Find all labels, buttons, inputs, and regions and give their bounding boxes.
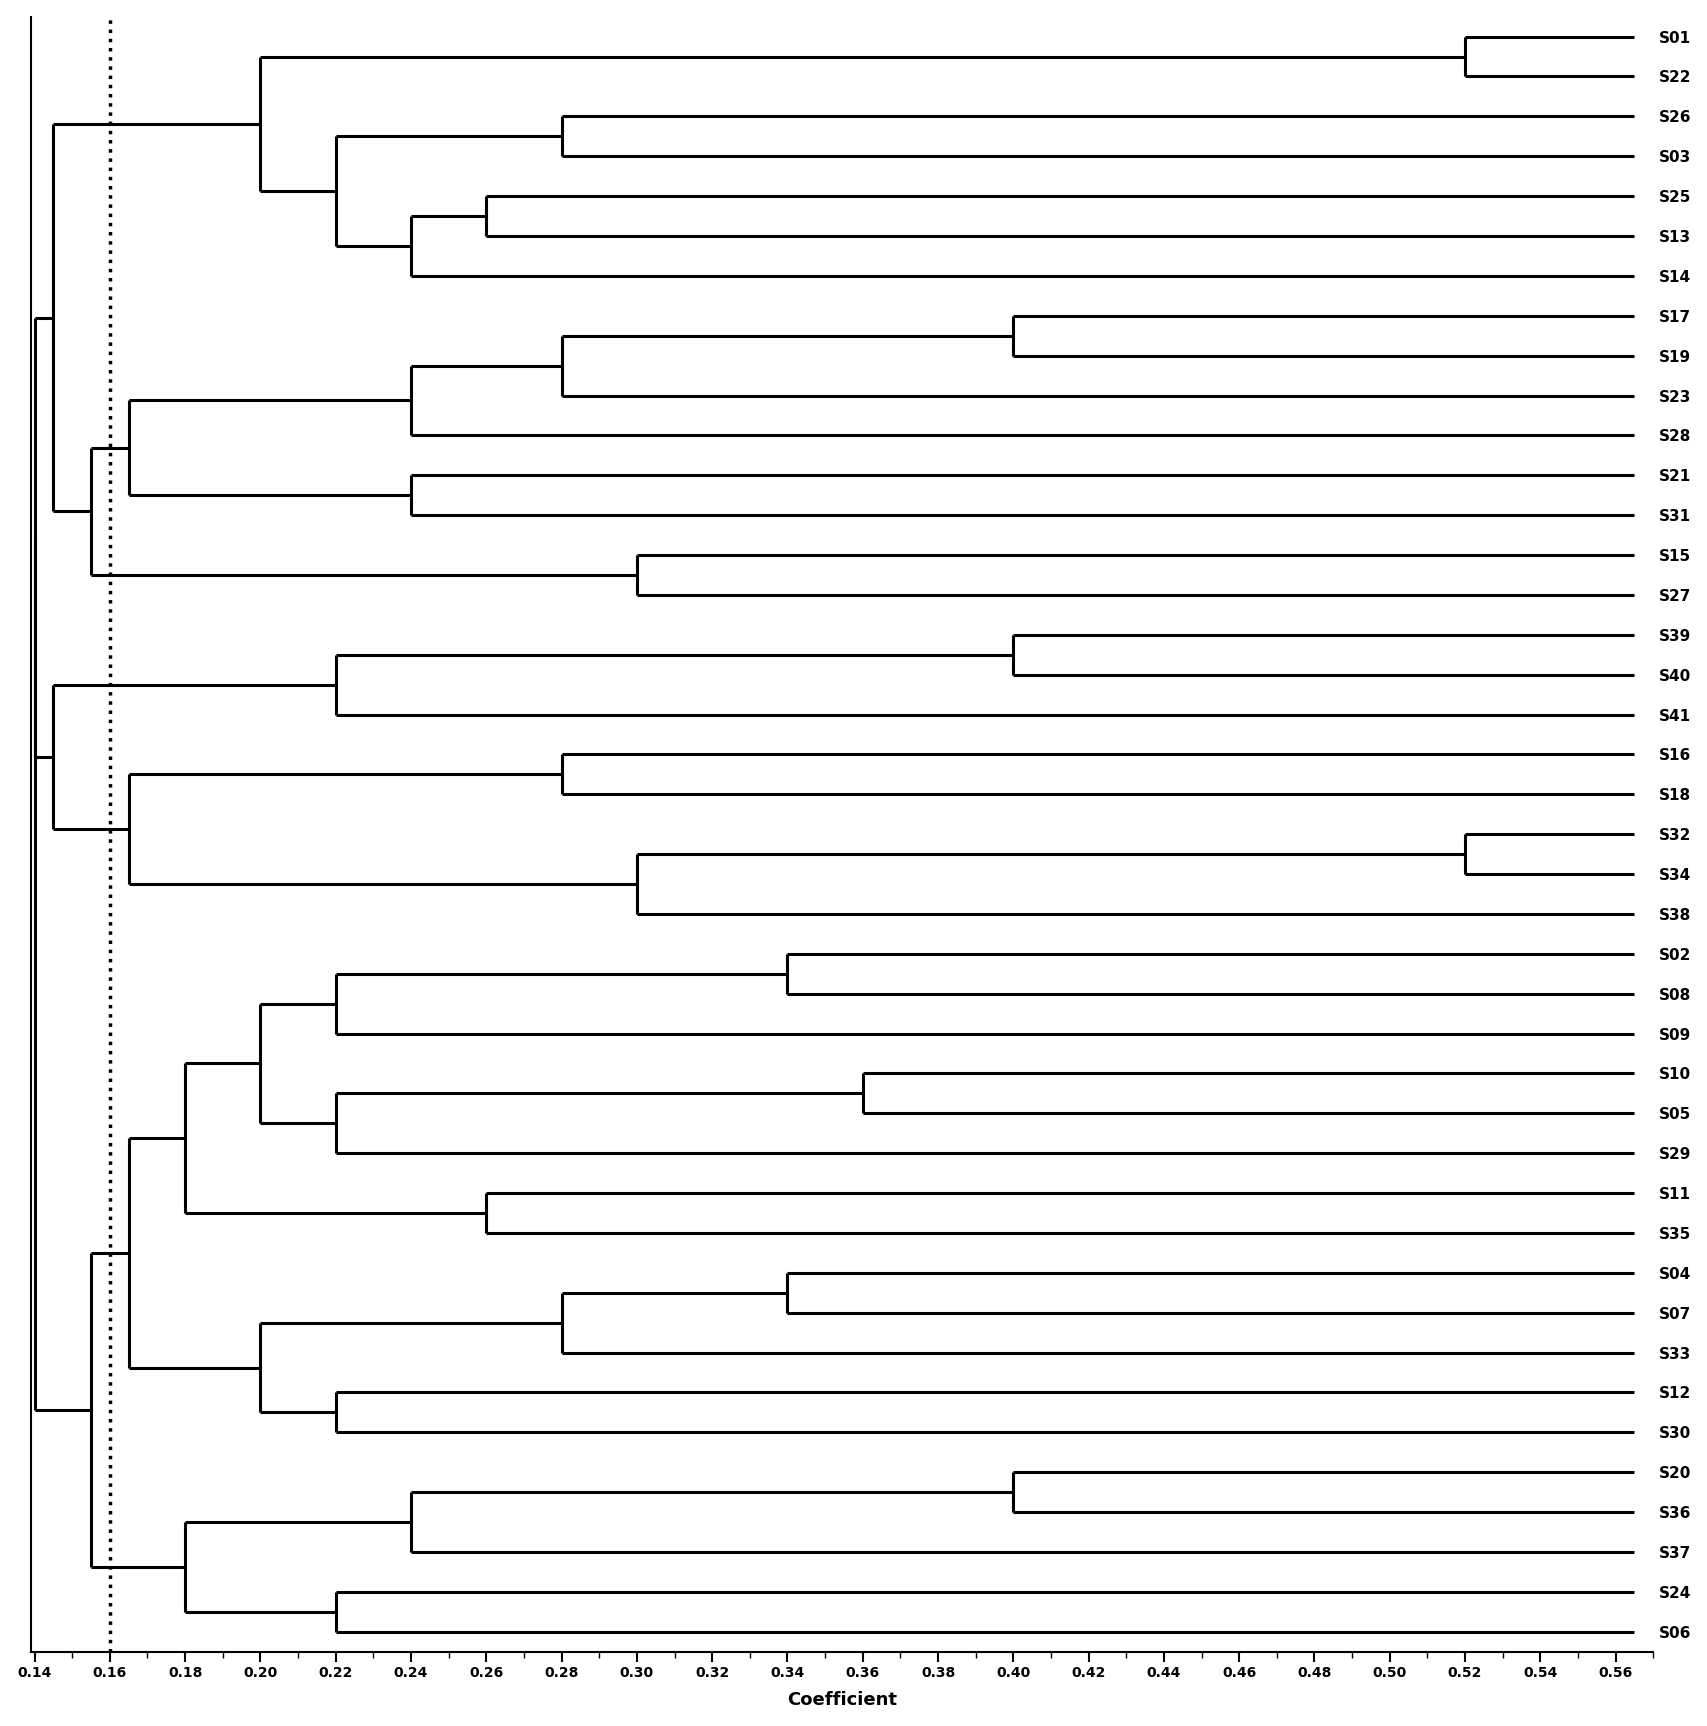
X-axis label: Coefficient: Coefficient (787, 1691, 896, 1709)
